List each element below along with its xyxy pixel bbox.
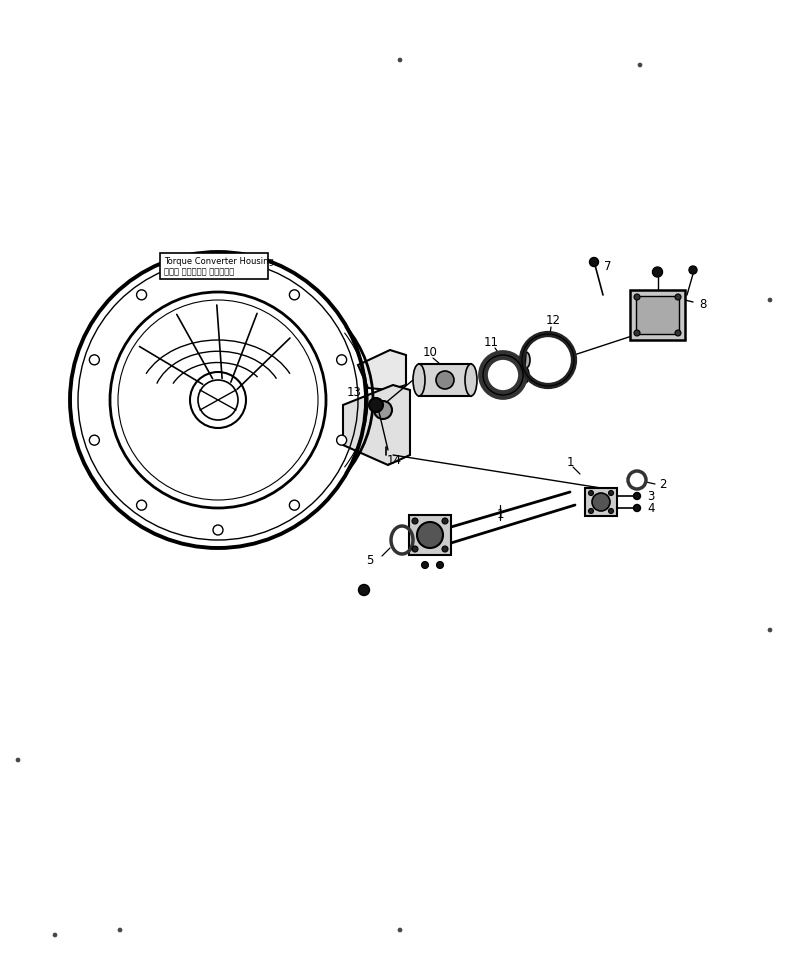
Ellipse shape — [522, 352, 530, 368]
Circle shape — [675, 330, 681, 336]
Text: 14: 14 — [387, 454, 401, 466]
Circle shape — [588, 490, 594, 496]
Polygon shape — [343, 385, 410, 465]
Text: Torque Converter Housing: Torque Converter Housing — [164, 256, 274, 266]
Circle shape — [768, 298, 772, 302]
Circle shape — [442, 546, 448, 552]
Circle shape — [412, 518, 418, 524]
Bar — [160, 253, 268, 279]
Text: トルク コンバータ ハウジング: トルク コンバータ ハウジング — [164, 268, 234, 276]
Polygon shape — [358, 350, 406, 390]
Text: 8: 8 — [700, 299, 707, 311]
Circle shape — [358, 585, 369, 595]
Ellipse shape — [413, 364, 425, 396]
Circle shape — [592, 493, 610, 511]
Circle shape — [634, 330, 640, 336]
Ellipse shape — [465, 364, 477, 396]
Text: 7: 7 — [604, 261, 612, 273]
Circle shape — [634, 505, 641, 511]
Circle shape — [638, 63, 642, 67]
Circle shape — [634, 294, 640, 300]
Text: 5: 5 — [366, 554, 373, 566]
Circle shape — [89, 354, 100, 365]
Circle shape — [137, 500, 146, 510]
Circle shape — [436, 561, 443, 568]
Text: 12: 12 — [545, 314, 560, 326]
Circle shape — [398, 58, 402, 62]
Circle shape — [89, 435, 100, 445]
Text: 4: 4 — [647, 502, 654, 514]
Circle shape — [608, 508, 614, 513]
Circle shape — [213, 265, 223, 275]
Circle shape — [590, 257, 599, 267]
Circle shape — [398, 928, 402, 932]
Circle shape — [213, 525, 223, 535]
Circle shape — [436, 371, 454, 389]
Text: 2: 2 — [659, 478, 666, 490]
Text: 3: 3 — [647, 489, 654, 503]
Circle shape — [768, 628, 772, 632]
Bar — [636, 296, 679, 334]
Circle shape — [653, 267, 662, 277]
Circle shape — [417, 522, 443, 548]
Text: 1: 1 — [496, 508, 504, 522]
Circle shape — [16, 758, 20, 762]
Circle shape — [53, 933, 57, 937]
Circle shape — [412, 546, 418, 552]
Circle shape — [689, 266, 697, 274]
Circle shape — [290, 290, 299, 299]
Text: 1: 1 — [566, 455, 574, 469]
Circle shape — [369, 398, 383, 412]
Circle shape — [422, 561, 428, 568]
Circle shape — [374, 401, 392, 419]
Ellipse shape — [521, 367, 529, 383]
Bar — [409, 515, 451, 555]
Circle shape — [137, 290, 146, 299]
Bar — [630, 290, 685, 340]
Bar — [585, 488, 617, 516]
Circle shape — [634, 492, 641, 500]
Text: 13: 13 — [346, 386, 361, 400]
Circle shape — [442, 518, 448, 524]
Circle shape — [337, 354, 346, 365]
Circle shape — [290, 500, 299, 510]
Bar — [419, 364, 471, 396]
Circle shape — [675, 294, 681, 300]
Text: 11: 11 — [483, 335, 498, 349]
Circle shape — [588, 508, 594, 513]
Circle shape — [337, 435, 346, 445]
Text: 10: 10 — [423, 346, 438, 358]
Circle shape — [118, 928, 122, 932]
Circle shape — [608, 490, 614, 496]
